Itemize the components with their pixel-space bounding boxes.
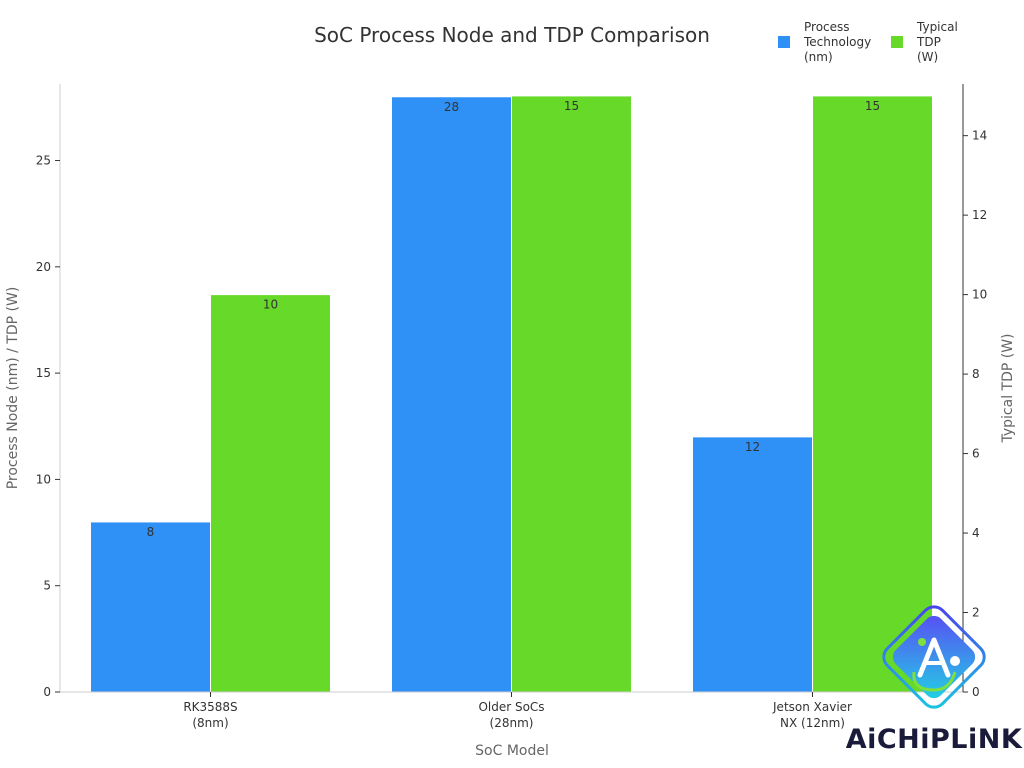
- legend-swatch-tdp: [891, 36, 903, 48]
- y2-tick-label: 14: [972, 129, 987, 143]
- data-label-tdp-2: 15: [865, 99, 880, 113]
- y2-tick-label: 10: [972, 288, 987, 302]
- text-line: (28nm): [490, 716, 534, 730]
- y2-tick-label: 6: [972, 447, 980, 461]
- logo-text: AiCHiPLiNK: [846, 724, 1023, 755]
- y2-tick-label: 0: [972, 685, 980, 699]
- y2-tick-label: 8: [972, 367, 980, 381]
- data-label-process-0: 8: [147, 525, 155, 539]
- y-tick-label: 5: [43, 579, 51, 593]
- text-line: NX (12nm): [780, 716, 845, 730]
- data-label-tdp-0: 10: [263, 298, 278, 312]
- data-labels: 8 10 28 15 12 15: [147, 99, 880, 539]
- aichiplink-logo: AiCHiPLiNK: [846, 605, 1023, 755]
- x-tick-label: RK3588S (8nm): [183, 700, 237, 730]
- x-tick-label: Older SoCs (28nm): [478, 700, 544, 730]
- bar-tdp-1: [511, 95, 632, 693]
- chip-emblem-icon: [882, 605, 986, 709]
- text-line: Technology: [803, 35, 871, 49]
- y2-axis-label: Typical TDP (W): [1000, 333, 1016, 443]
- text-line: Typical: [916, 20, 958, 34]
- y2-tick-label: 2: [972, 606, 980, 620]
- data-label-process-2: 12: [745, 440, 760, 454]
- text-line: Older SoCs: [478, 700, 544, 714]
- data-label-process-1: 28: [444, 100, 459, 114]
- bar-process-1: [391, 96, 512, 693]
- y-axis-ticks: 0 5 10 15 20 25: [36, 154, 60, 699]
- y2-tick-label: 12: [972, 208, 987, 222]
- text-line: Jetson Xavier: [772, 700, 852, 714]
- bar-process-2: [692, 436, 813, 693]
- x-axis-ticks: RK3588S (8nm) Older SoCs (28nm) Jetson Xavie…: [183, 692, 852, 730]
- bar-tdp-2: [812, 95, 933, 693]
- y-tick-label: 25: [36, 154, 51, 168]
- text-line: (8nm): [192, 716, 228, 730]
- y-tick-label: 15: [36, 366, 51, 380]
- text-line: Process: [804, 20, 850, 34]
- y-tick-label: 20: [36, 260, 51, 274]
- y2-tick-label: 4: [972, 526, 980, 540]
- legend-label-process: Process Technology (nm): [803, 20, 871, 64]
- legend-swatch-process: [778, 36, 790, 48]
- x-tick-label: Jetson Xavier NX (12nm): [772, 700, 852, 730]
- bar-tdp-0: [210, 294, 331, 693]
- x-axis-label: SoC Model: [475, 743, 549, 759]
- data-label-tdp-1: 15: [564, 99, 579, 113]
- text-line: (nm): [804, 50, 833, 64]
- y-tick-label: 10: [36, 472, 51, 486]
- text-line: RK3588S: [183, 700, 237, 714]
- y-tick-label: 0: [43, 685, 51, 699]
- text-line: (W): [917, 50, 938, 64]
- y2-axis-ticks: 0 2 4 6 8 10 12 14: [963, 129, 987, 699]
- bar-process-0: [90, 521, 211, 693]
- legend: Process Technology (nm) Typical TDP (W): [778, 20, 958, 64]
- bars: [90, 95, 933, 693]
- y-axis-label: Process Node (nm) / TDP (W): [5, 287, 21, 490]
- text-line: TDP: [916, 35, 941, 49]
- chart-title: SoC Process Node and TDP Comparison: [314, 23, 710, 47]
- legend-label-tdp: Typical TDP (W): [916, 20, 958, 64]
